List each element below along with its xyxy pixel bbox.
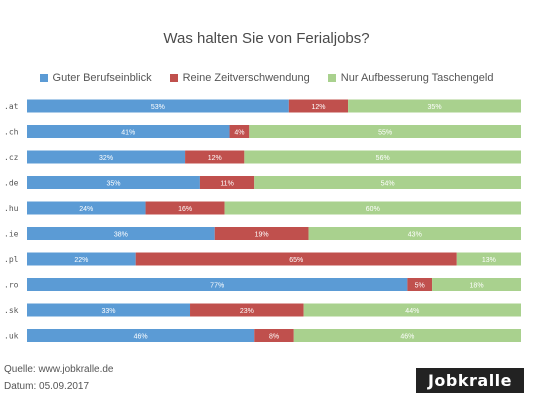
legend-swatch-red bbox=[169, 74, 178, 82]
data-label: 41% bbox=[121, 130, 135, 137]
bar-segment bbox=[27, 227, 215, 240]
bar-segment bbox=[308, 227, 521, 240]
category-label: .sk bbox=[4, 306, 19, 315]
bar-segment bbox=[27, 125, 230, 138]
bar-segment bbox=[27, 303, 191, 317]
legend-item-nur-aufbesserung-taschengeld: Nur Aufbesserung Taschengeld bbox=[327, 72, 494, 84]
bar-segment bbox=[27, 99, 289, 113]
bar-segment bbox=[254, 329, 294, 342]
data-label: 65% bbox=[289, 257, 303, 264]
data-label: 46% bbox=[134, 334, 148, 341]
bar-segment bbox=[145, 201, 225, 215]
data-label: 11% bbox=[220, 181, 234, 188]
data-label: 19% bbox=[255, 232, 269, 239]
bar-segment bbox=[229, 125, 250, 138]
data-label: 46% bbox=[400, 334, 414, 341]
category-label: .ie bbox=[4, 230, 19, 239]
data-label: 53% bbox=[151, 104, 165, 111]
category-label: .ch bbox=[4, 128, 19, 137]
bar-segment bbox=[293, 329, 521, 342]
bar-segment bbox=[27, 252, 136, 266]
bar-segment bbox=[190, 303, 304, 317]
data-label: 23% bbox=[240, 308, 254, 315]
data-label: 35% bbox=[428, 104, 442, 111]
bar-segment bbox=[432, 278, 521, 291]
data-label: 60% bbox=[366, 206, 380, 213]
bar-segment bbox=[27, 278, 408, 291]
data-label: 38% bbox=[114, 232, 128, 239]
category-label: .cz bbox=[4, 153, 19, 162]
data-label: 43% bbox=[408, 232, 422, 239]
bar-segment bbox=[407, 278, 433, 291]
legend-item-reine-zeitverschwendung: Reine Zeitverschwendung bbox=[169, 72, 310, 84]
bar-segment bbox=[185, 150, 245, 164]
data-label: 13% bbox=[482, 257, 496, 264]
data-label: 5% bbox=[415, 283, 425, 290]
bar-segment bbox=[348, 99, 521, 113]
legend-swatch-green bbox=[327, 74, 336, 82]
legend-item-guter-berufseinblick: Guter Berufseinblick bbox=[39, 72, 152, 84]
data-label: 12% bbox=[311, 104, 325, 111]
data-label: 44% bbox=[405, 308, 419, 315]
category-label: .ro bbox=[4, 281, 19, 290]
bar-segment bbox=[249, 125, 522, 138]
legend-label: Reine Zeitverschwendung bbox=[182, 72, 310, 84]
data-label: 12% bbox=[208, 155, 222, 162]
date-note: Datum: 05.09.2017 bbox=[4, 381, 90, 392]
data-label: 77% bbox=[210, 283, 224, 290]
legend-swatch-blue bbox=[39, 74, 48, 82]
category-label: .hu bbox=[4, 204, 19, 213]
data-label: 33% bbox=[102, 308, 116, 315]
legend-label: Guter Berufseinblick bbox=[52, 72, 152, 84]
category-label: .de bbox=[4, 179, 19, 188]
data-label: 18% bbox=[470, 283, 484, 290]
data-label: 54% bbox=[381, 181, 395, 188]
bar-segment bbox=[303, 303, 521, 317]
category-label: .uk bbox=[4, 332, 19, 341]
chart-title: Was halten Sie von Ferialjobs? bbox=[163, 30, 370, 47]
stacked-bar-chart: .at 53% 12% 35% .ch 41% 4% 55% .cz 32% 12% 56% .de 35… bbox=[4, 99, 522, 342]
bar-segment bbox=[224, 201, 521, 215]
category-label: .pl bbox=[4, 255, 19, 264]
bar-segment bbox=[214, 227, 309, 240]
data-label: 55% bbox=[378, 130, 392, 137]
bar-segment bbox=[27, 201, 146, 215]
data-label: 16% bbox=[178, 206, 192, 213]
bar-segment bbox=[254, 176, 522, 189]
data-label: 4% bbox=[234, 130, 244, 137]
bar-segment bbox=[456, 252, 521, 266]
data-label: 32% bbox=[99, 155, 113, 162]
bar-segment bbox=[288, 99, 349, 113]
legend: Guter Berufseinblick Reine Zeitverschwen… bbox=[0, 72, 533, 84]
category-label: .at bbox=[4, 102, 19, 111]
source-note: Quelle: www.jobkralle.de bbox=[4, 364, 114, 375]
data-label: 35% bbox=[106, 181, 120, 188]
bar-segment bbox=[27, 329, 255, 342]
bar-segment bbox=[27, 150, 186, 164]
legend-label: Nur Aufbesserung Taschengeld bbox=[340, 72, 494, 84]
data-label: 24% bbox=[79, 206, 93, 213]
bar-segment bbox=[27, 176, 200, 189]
bar-segment bbox=[244, 150, 522, 164]
data-label: 22% bbox=[74, 257, 88, 264]
bar-segment bbox=[199, 176, 255, 189]
data-label: 56% bbox=[376, 155, 390, 162]
jobkralle-logo: Jobkralle bbox=[416, 368, 524, 393]
data-label: 8% bbox=[269, 334, 279, 341]
bar-segment bbox=[135, 252, 457, 266]
